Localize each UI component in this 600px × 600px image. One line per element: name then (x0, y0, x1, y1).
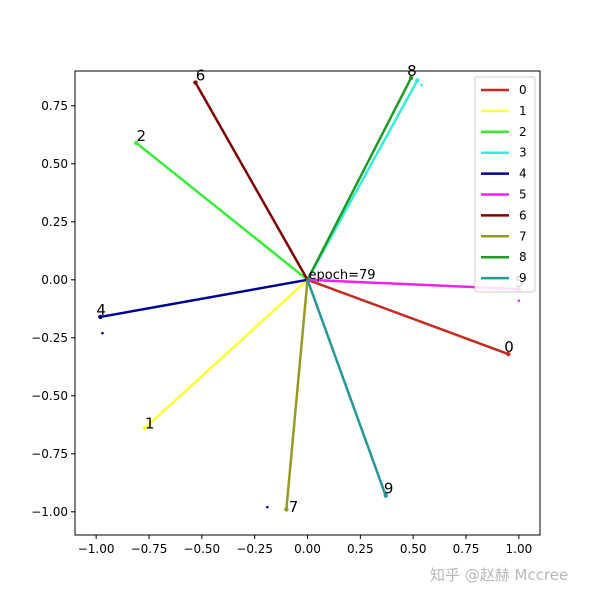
legend-label-9: 9 (519, 271, 527, 285)
x-tick-label: −0.50 (183, 542, 220, 556)
scatter-point-1 (101, 331, 104, 335)
y-tick-label: 0.75 (41, 99, 68, 113)
vector-line-0 (307, 278, 509, 356)
vector-lines (98, 75, 522, 512)
vector-tip-3 (415, 78, 420, 83)
y-tick-label: 0.25 (41, 215, 68, 229)
legend-label-5: 5 (519, 188, 527, 202)
vector-tip-8 (408, 75, 414, 81)
vector-tip-4 (98, 314, 103, 320)
vector-tip-6 (193, 80, 198, 85)
y-tick-label: −0.25 (31, 331, 68, 345)
legend-label-6: 6 (519, 208, 527, 222)
vector-end-label: 0 (504, 338, 514, 356)
legend-label-4: 4 (519, 167, 527, 181)
y-axis-ticks: 0.75 0.50 0.25 0.00 −0.25 −0.50 −0.75 −1.00 (31, 99, 75, 519)
vector-end-label: 1 (145, 415, 155, 433)
y-tick-label: −0.75 (31, 447, 68, 461)
vector-line-9 (306, 279, 387, 496)
legend-label-2: 2 (519, 125, 527, 139)
vector-tip-9 (383, 493, 388, 498)
scatter-point-0 (420, 83, 423, 87)
scatter-point-2 (266, 505, 269, 509)
vector-end-label: 2 (137, 127, 147, 145)
vector-tip-2 (134, 140, 139, 146)
vector-end-label: 6 (196, 67, 206, 85)
legend-label-7: 7 (519, 229, 527, 243)
vector-end-label: 7 (289, 498, 299, 516)
vector-line-6 (194, 81, 309, 281)
vector-end-label: 4 (96, 301, 106, 319)
vector-tip-1 (142, 426, 147, 431)
vector-line-2 (135, 141, 309, 281)
x-tick-label: 1.00 (506, 542, 533, 556)
x-tick-label: 0.75 (453, 542, 480, 556)
legend-label-3: 3 (519, 146, 527, 160)
x-tick-label: 0.50 (400, 542, 427, 556)
vector-line-7 (285, 279, 309, 510)
watermark-text: 知乎 @赵赫 Mccree (430, 566, 568, 584)
legend-label-1: 1 (519, 104, 527, 118)
y-tick-label: −0.50 (31, 389, 68, 403)
vector-line-4 (100, 278, 308, 319)
vector-tip-0 (506, 351, 511, 357)
x-tick-label: −0.25 (236, 542, 273, 556)
x-tick-label: −0.75 (131, 542, 168, 556)
vector-tip-7 (284, 507, 289, 512)
y-tick-label: 0.50 (41, 157, 68, 171)
vector-line-8 (306, 77, 413, 281)
x-axis-ticks: −1.00 −0.75 −0.50 −0.25 0.00 0.25 0.50 0.75 1.00 (78, 535, 532, 556)
legend-label-0: 0 (519, 83, 527, 97)
vector-line-1 (143, 278, 309, 430)
x-tick-label: 0.00 (294, 542, 321, 556)
scatter-points (101, 83, 521, 509)
epoch-annotation: epoch=79 (309, 268, 376, 283)
legend: 0 1 2 3 4 5 6 7 8 9 (474, 76, 536, 293)
y-tick-label: 0.00 (41, 273, 68, 287)
vector-end-label: 9 (384, 480, 394, 498)
legend-label-8: 8 (519, 250, 527, 264)
y-tick-label: −1.00 (31, 505, 68, 519)
x-tick-label: 0.25 (347, 542, 374, 556)
scatter-point-3 (517, 299, 521, 302)
x-tick-label: −1.00 (78, 542, 115, 556)
